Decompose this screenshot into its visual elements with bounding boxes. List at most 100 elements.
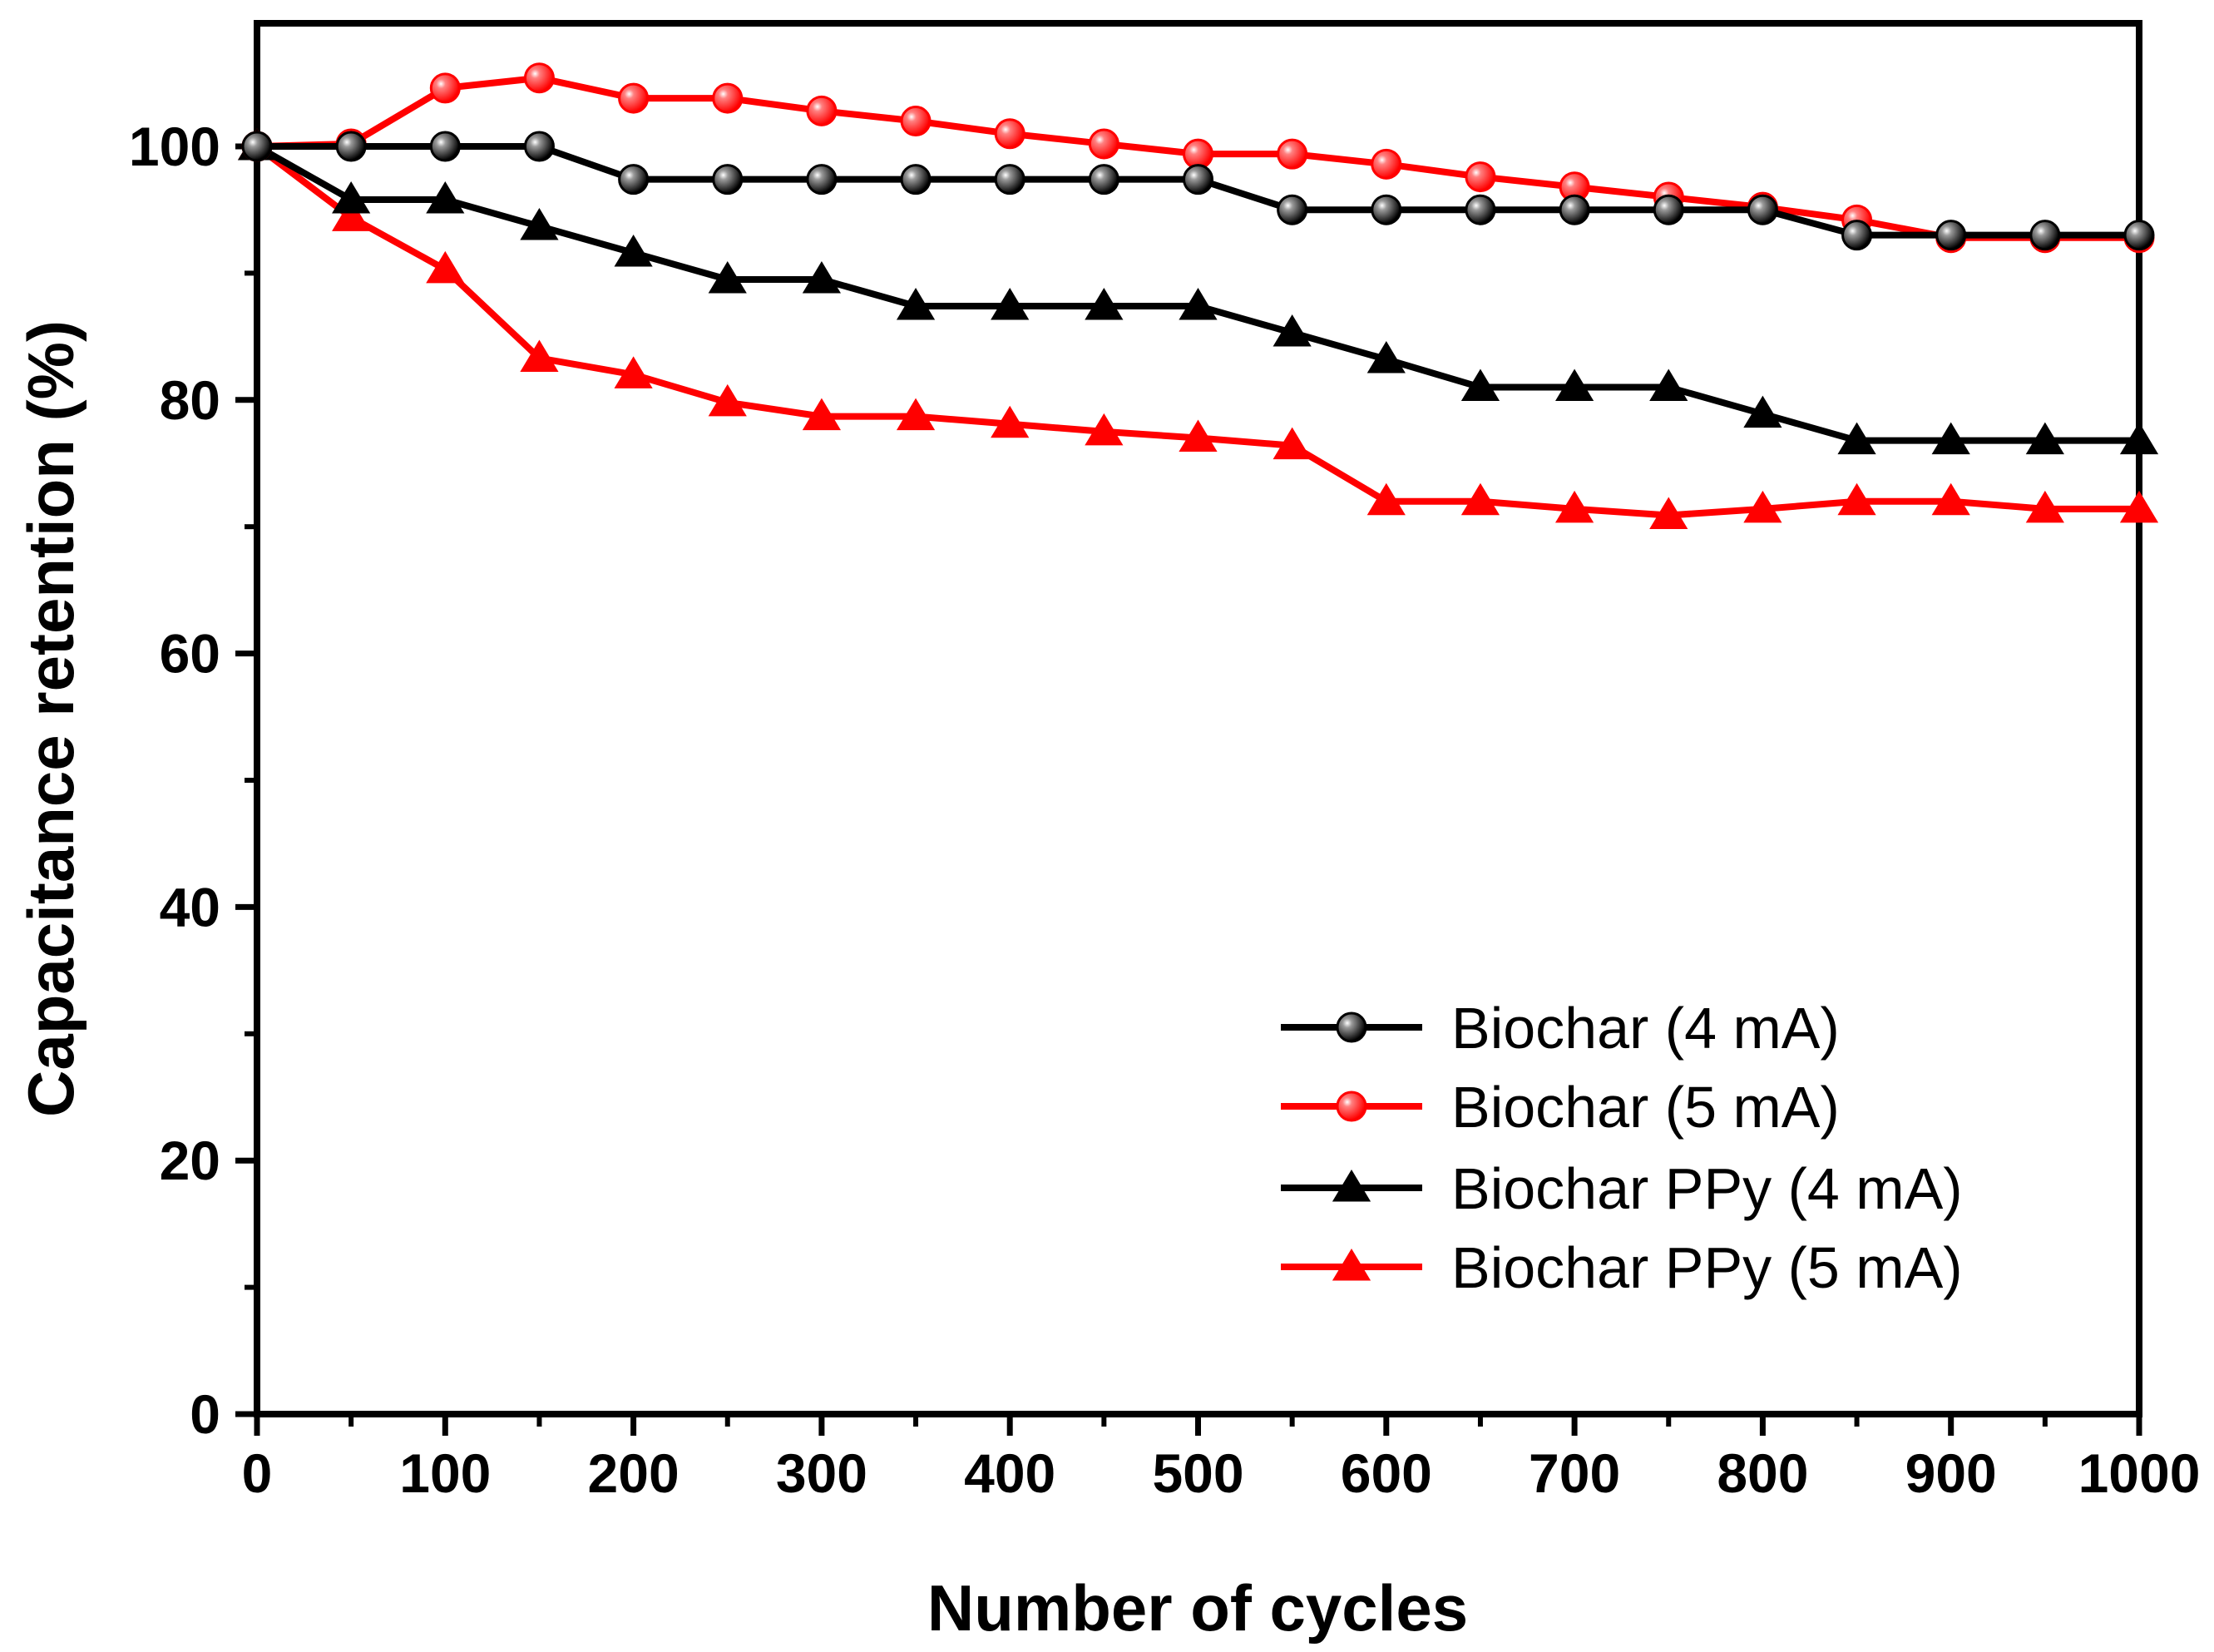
- data-point: [332, 199, 371, 231]
- data-point: [523, 131, 555, 162]
- data-point: [1183, 138, 1213, 170]
- data-point: [2123, 220, 2155, 251]
- y-tick-label: 40: [160, 876, 220, 937]
- data-point: [1183, 164, 1213, 195]
- data-point: [1935, 220, 1967, 251]
- data-point: [2025, 422, 2064, 455]
- data-point: [429, 131, 461, 162]
- data-point: [1277, 194, 1308, 225]
- data-point: [618, 164, 650, 195]
- data-point: [896, 398, 936, 431]
- data-point: [1841, 220, 1873, 251]
- data-point: [241, 131, 273, 162]
- series-line: [255, 143, 2139, 519]
- data-point: [802, 398, 841, 431]
- x-tick-label: 800: [1717, 1442, 1808, 1504]
- data-point: [1837, 422, 1876, 455]
- data-point: [1649, 497, 1688, 529]
- legend-label: Biochar (5 mA): [1451, 1075, 1840, 1140]
- x-axis: 0 100 200 300 400 500 600 700 800 900 1000: [242, 1414, 2201, 1504]
- x-tick-label: 700: [1529, 1442, 1620, 1504]
- data-point: [1179, 419, 1218, 453]
- legend: Biochar (4 mA) Biochar (5 mA) Biochar PPy …: [1281, 996, 1963, 1300]
- data-point: [991, 288, 1030, 320]
- x-tick-label: 600: [1341, 1442, 1432, 1504]
- x-tick-label: 100: [399, 1442, 491, 1504]
- y-tick-label: 0: [190, 1383, 220, 1445]
- data-point: [1371, 148, 1402, 180]
- data-point: [335, 131, 367, 162]
- data-point: [1085, 288, 1124, 320]
- data-point: [896, 288, 936, 320]
- data-point: [614, 235, 653, 267]
- legend-marker: [1332, 1249, 1371, 1281]
- y-tick-label: 60: [160, 623, 220, 685]
- legend-marker: [1336, 1011, 1367, 1043]
- data-point: [802, 261, 841, 294]
- data-point: [2119, 422, 2159, 455]
- data-point: [1366, 482, 1406, 516]
- x-tick-label: 400: [964, 1442, 1055, 1504]
- data-point: [1837, 482, 1876, 516]
- data-point: [1277, 138, 1308, 170]
- legend-label: Biochar PPy (4 mA): [1451, 1156, 1963, 1221]
- data-point: [1743, 395, 1782, 428]
- data-point: [712, 164, 744, 195]
- data-point: [1273, 427, 1312, 460]
- data-point: [1555, 490, 1594, 523]
- data-point: [1465, 161, 1496, 193]
- legend-marker: [1336, 1091, 1367, 1122]
- data-point: [1088, 128, 1119, 160]
- data-point: [1085, 413, 1124, 446]
- x-axis-title: Number of cycles: [927, 1571, 1468, 1645]
- legend-marker: [1332, 1170, 1371, 1202]
- data-point: [520, 208, 559, 240]
- data-point: [1460, 482, 1500, 516]
- x-tick-label: 900: [1905, 1442, 1997, 1504]
- data-point: [1555, 368, 1594, 402]
- data-point: [1465, 194, 1496, 225]
- data-point: [1931, 422, 1970, 455]
- data-point: [708, 383, 747, 417]
- data-point: [614, 356, 653, 388]
- data-point: [1649, 368, 1688, 402]
- data-point: [1653, 194, 1684, 225]
- series-3: [237, 128, 2159, 455]
- data-point: [900, 106, 932, 137]
- series-1: [241, 131, 2155, 251]
- y-tick-label: 80: [160, 369, 220, 431]
- data-point: [1088, 164, 1119, 195]
- y-tick-label: 20: [160, 1130, 220, 1191]
- data-point: [1559, 194, 1590, 225]
- data-point: [429, 72, 461, 104]
- series-layer: [237, 62, 2159, 529]
- y-tick-label: 100: [129, 116, 220, 177]
- y-axis-title: Capacitance retention (%): [14, 320, 87, 1117]
- data-point: [1747, 194, 1778, 225]
- data-point: [2029, 220, 2061, 251]
- series-4: [237, 128, 2159, 529]
- y-axis: 0 20 40 60 80 100: [129, 116, 257, 1445]
- data-point: [1931, 482, 1970, 516]
- data-point: [2025, 490, 2064, 523]
- data-point: [523, 62, 555, 94]
- data-point: [1179, 288, 1218, 320]
- x-tick-label: 500: [1152, 1442, 1243, 1504]
- data-point: [806, 95, 838, 126]
- data-point: [994, 118, 1025, 150]
- data-point: [708, 261, 747, 294]
- data-point: [991, 405, 1030, 438]
- data-point: [1371, 194, 1402, 225]
- x-tick-label: 200: [588, 1442, 680, 1504]
- data-point: [426, 250, 465, 284]
- data-point: [1366, 341, 1406, 373]
- x-tick-label: 0: [242, 1442, 273, 1504]
- data-point: [426, 181, 465, 214]
- x-tick-label: 1000: [2078, 1442, 2201, 1504]
- data-point: [712, 82, 744, 114]
- data-point: [900, 164, 932, 195]
- data-point: [618, 82, 650, 114]
- legend-label: Biochar PPy (5 mA): [1451, 1235, 1963, 1300]
- data-point: [1273, 314, 1312, 347]
- legend-label: Biochar (4 mA): [1451, 996, 1840, 1061]
